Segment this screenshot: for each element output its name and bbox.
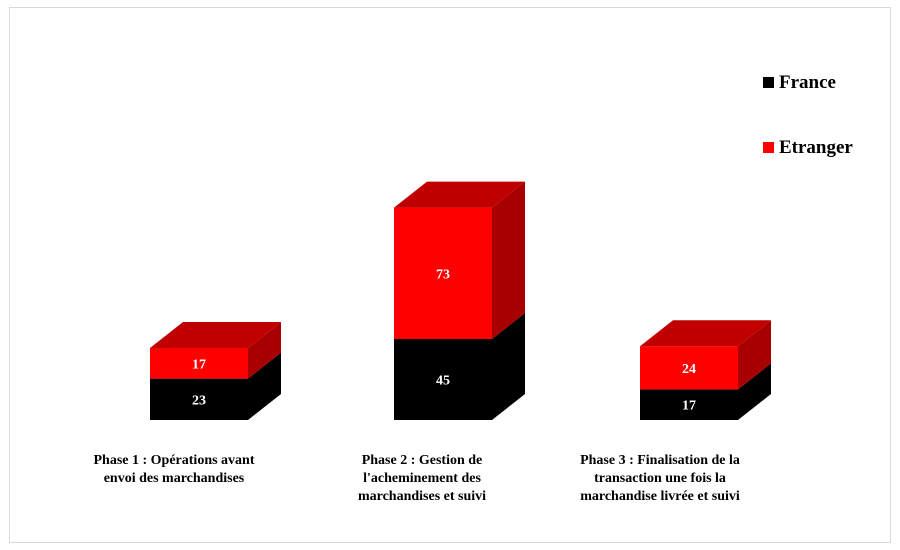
- value-labels-group: 23 17 45 73 17 24: [192, 267, 696, 413]
- legend-swatch-etranger: [763, 142, 774, 153]
- bar-top-2: [394, 181, 525, 208]
- category-label-1-line-2: envoi des marchandises: [104, 471, 245, 486]
- legend-label-etranger: Etranger: [779, 137, 853, 158]
- bar-side-france-1: [248, 352, 281, 420]
- category-label-3-line-3: marchandise livrée et suivi: [580, 489, 740, 504]
- bar-side-etranger-1: [248, 322, 281, 379]
- value-label-etranger-2: 73: [436, 267, 450, 282]
- bar-france-2: [394, 339, 492, 420]
- category-label-2-line-2: l'acheminement des: [363, 471, 481, 486]
- value-label-france-1: 23: [192, 393, 206, 408]
- bar-france-3: [640, 389, 738, 420]
- bar-side-france-3: [738, 363, 771, 420]
- bar-side-etranger-2: [492, 181, 525, 339]
- category-label-3-line-2: transaction une fois la: [594, 471, 726, 486]
- category-label-2-line-3: marchandises et suivi: [358, 489, 486, 504]
- legend-swatch-france: [763, 77, 774, 88]
- value-label-etranger-1: 17: [192, 357, 206, 372]
- bar-france-1: [150, 378, 248, 420]
- category-label-2-line-1: Phase 2 : Gestion de: [362, 453, 483, 468]
- bar-top-3: [640, 320, 771, 347]
- bar-etranger-2: [394, 207, 492, 339]
- bar-side-france-2: [492, 313, 525, 420]
- category-label-1-line-1: Phase 1 : Opérations avant: [94, 453, 255, 468]
- value-label-france-2: 45: [436, 374, 450, 389]
- category-label-3-line-1: Phase 3 : Finalisation de la: [580, 453, 740, 468]
- bar-etranger-3: [640, 346, 738, 390]
- bar-side-etranger-3: [738, 320, 771, 390]
- bar-etranger-1: [150, 348, 248, 379]
- bars-group: [150, 181, 771, 420]
- legend: France Etranger: [763, 72, 853, 158]
- category-labels-group: Phase 1 : Opérations avant envoi des marc…: [94, 453, 740, 504]
- bar-top-1: [150, 322, 281, 348]
- legend-label-france: France: [779, 72, 836, 93]
- value-label-france-3: 17: [682, 399, 696, 414]
- value-label-etranger-3: 24: [682, 362, 696, 377]
